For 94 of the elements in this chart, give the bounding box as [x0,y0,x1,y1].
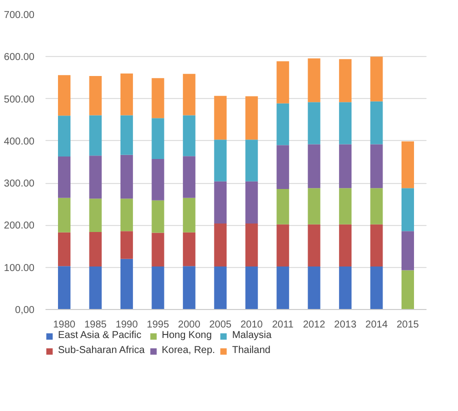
x-tick-label: 1990 [116,320,138,330]
x-tick-label: 2015 [396,320,420,330]
bar [339,102,352,144]
bar [182,156,196,198]
y-tick-label: 300.00 [4,178,35,190]
x-tick-label: 1985 [84,320,108,330]
legend-label: East Asia & Pacific [58,330,142,341]
bar [58,116,70,157]
legend-label: Korea, Rep. [162,345,216,356]
x-tick-label: 2014 [365,320,388,330]
bar [214,224,227,267]
y-tick-label: 0,00 [15,305,35,316]
bar [339,266,352,310]
bar [214,140,227,182]
bar [152,200,164,233]
bar [152,266,164,310]
y-tick-label: 600.00 [4,52,35,64]
y-tick-label: 100.00 [4,262,35,274]
y-tick-label: 700.00 [4,10,35,21]
bar [308,224,320,267]
x-tick-label: 2013 [334,320,357,330]
bar [120,115,133,155]
bar [370,101,383,144]
bar [370,144,383,188]
bar [182,266,196,310]
bar [152,159,164,200]
y-tick-label: 400.00 [4,136,35,148]
bar [152,78,164,118]
bar [89,266,102,310]
bar [308,188,320,224]
bar [245,266,258,310]
bar [245,96,258,140]
bar [214,96,227,140]
bar [245,140,258,182]
bar [89,115,102,156]
bar [402,231,414,270]
bar [308,266,320,310]
bar [370,266,383,310]
bar [308,102,320,144]
bar [182,198,196,232]
bar [120,258,133,310]
bar [339,224,352,267]
y-tick-label: 200.00 [4,220,35,232]
bar [58,156,70,198]
bar [276,103,290,146]
bar [120,74,133,116]
x-tick-label: 2000 [178,320,201,330]
bar [152,118,164,160]
bar [58,232,70,266]
bar [370,56,383,102]
bar [276,188,290,224]
y-tick-label: 500.00 [4,94,35,106]
bar [308,58,320,102]
bar [89,156,102,199]
legend-label: Thailand [232,345,270,356]
bar [402,188,414,232]
bar [89,232,102,267]
bar [89,76,102,116]
bar [276,266,290,310]
bar [339,144,352,188]
bar [245,181,258,224]
bar [402,141,414,188]
x-tick-label: 2012 [302,320,326,330]
legend-label: Sub-Saharan Africa [58,345,145,356]
bar [120,198,133,232]
bar [276,224,290,267]
bar [89,198,102,232]
bar [182,232,196,266]
bar [182,74,196,116]
bar [58,198,70,232]
x-tick-label: 1980 [53,320,76,330]
bar [370,224,383,267]
bar [245,224,258,267]
bar [214,181,227,224]
bar [58,75,70,116]
legend-label: Malaysia [232,330,272,341]
legend-label: Hong Kong [162,330,212,341]
bar [339,59,352,102]
bar [152,232,164,267]
bar [339,188,352,224]
x-tick-label: 2005 [209,320,232,330]
x-tick-label: 2010 [240,320,264,330]
bar [214,266,227,310]
bar [370,188,383,224]
bar [120,231,133,259]
x-tick-label: 1995 [146,320,170,330]
bar [308,144,320,188]
bar [402,270,414,310]
bar [58,266,70,310]
bar [182,115,196,156]
bar [276,145,290,189]
bar [276,61,290,104]
bar [120,154,133,199]
x-tick-label: 2011 [272,320,294,330]
